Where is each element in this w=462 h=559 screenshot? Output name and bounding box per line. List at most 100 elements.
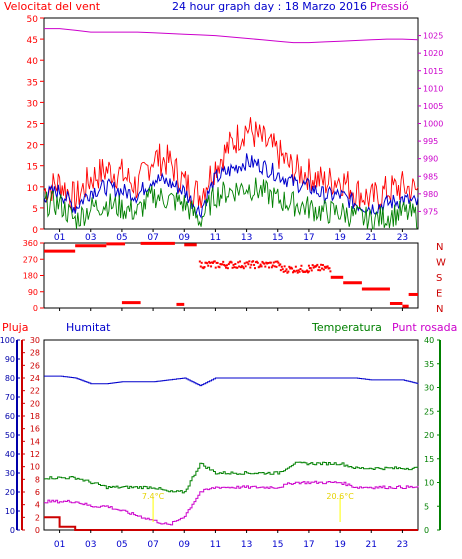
- compass-label-s: S: [436, 273, 442, 284]
- direction-point: [322, 268, 325, 271]
- wind-ytick-label: 45: [27, 36, 38, 46]
- temperature-ytick-label: 30: [424, 384, 434, 393]
- direction-point: [286, 271, 289, 274]
- wind-speed-title: Velocitat del vent: [4, 0, 101, 13]
- direction-point: [307, 270, 310, 273]
- direction-point: [226, 267, 229, 270]
- rain-ytick-label: 26: [30, 361, 40, 370]
- wind-ytick-label: 20: [27, 142, 39, 152]
- compass-label-w: W: [436, 258, 446, 269]
- direction-point: [268, 266, 271, 269]
- rain-ytick-label: 28: [30, 349, 40, 358]
- direction-point: [329, 270, 332, 273]
- direction-point: [301, 269, 304, 272]
- direction-point: [316, 263, 319, 266]
- direction-point: [224, 264, 227, 267]
- direction-point: [272, 261, 275, 264]
- humidity-ytick-label: 80: [5, 374, 15, 383]
- direction-point: [248, 260, 251, 263]
- humidity-ytick-label: 40: [5, 450, 15, 459]
- wind-xtick-label: 21: [366, 233, 377, 243]
- direction-point: [271, 264, 274, 267]
- wind-xtick-label: 09: [179, 233, 191, 243]
- direction-point: [283, 265, 286, 268]
- wind-xtick-label: 07: [147, 233, 158, 243]
- direction-point: [275, 265, 278, 268]
- direction-point: [202, 267, 205, 270]
- direction-point: [230, 261, 233, 264]
- rain-ytick-label: 24: [30, 374, 40, 383]
- wind-xtick-label: 23: [397, 233, 408, 243]
- direction-point: [211, 261, 214, 264]
- wind-xtick-label: 19: [334, 233, 346, 243]
- direction-point: [252, 260, 255, 263]
- direction-point: [259, 263, 262, 266]
- direction-point: [242, 267, 245, 270]
- direction-point: [293, 270, 296, 273]
- rain-ytick-label: 12: [30, 450, 40, 459]
- wind-ytick-label: 35: [27, 78, 38, 88]
- rain-ytick-label: 0: [35, 526, 40, 535]
- temperature-ytick-label: 40: [424, 336, 434, 345]
- direction-point: [225, 266, 228, 269]
- direction-ytick-label: 0: [33, 304, 38, 313]
- direction-point: [320, 263, 323, 266]
- direction-point: [241, 265, 244, 268]
- pressure-ytick-label: 995: [423, 137, 438, 146]
- direction-point: [218, 266, 221, 269]
- direction-point: [200, 261, 203, 264]
- bottom-xtick-label: 11: [210, 540, 221, 550]
- pressure-ytick-label: 1015: [423, 67, 443, 76]
- series-humitat: [44, 375, 419, 387]
- direction-point: [253, 263, 256, 266]
- rain-ytick-label: 6: [35, 488, 40, 497]
- humidity-label: Humitat: [66, 321, 111, 334]
- direction-point: [258, 265, 261, 268]
- direction-point: [227, 263, 230, 266]
- direction-point: [328, 267, 331, 270]
- direction-point: [297, 269, 300, 272]
- direction-point: [231, 266, 234, 269]
- direction-point: [249, 266, 252, 269]
- direction-point: [216, 261, 219, 264]
- dewpoint-label: Punt rosada: [392, 321, 457, 334]
- direction-point: [210, 265, 213, 268]
- direction-ytick-label: 180: [23, 272, 38, 281]
- direction-point: [203, 266, 206, 269]
- direction-point: [274, 260, 277, 263]
- direction-point: [209, 261, 212, 264]
- direction-point: [318, 266, 321, 269]
- direction-point: [323, 265, 326, 268]
- pressure-ytick-label: 1000: [423, 120, 443, 129]
- direction-point: [321, 264, 324, 267]
- direction-point: [267, 262, 270, 265]
- pressure-ytick-label: 980: [423, 190, 438, 199]
- direction-point: [270, 266, 273, 269]
- wind-series-min: [43, 177, 419, 230]
- direction-point: [282, 270, 285, 273]
- temperature-ytick-label: 35: [424, 360, 434, 369]
- bottom-xtick-label: 19: [334, 540, 346, 550]
- humidity-ytick-label: 0: [10, 526, 15, 535]
- direction-point: [236, 266, 239, 269]
- rain-ytick-label: 8: [35, 475, 40, 484]
- direction-point: [298, 270, 301, 273]
- direction-point: [247, 263, 250, 266]
- direction-point: [255, 260, 258, 263]
- direction-point: [263, 262, 266, 265]
- temperature-label: Temperatura: [311, 321, 382, 334]
- direction-point: [244, 265, 247, 268]
- direction-point: [317, 269, 320, 272]
- direction-point: [237, 261, 240, 264]
- bottom-xtick-label: 07: [147, 540, 158, 550]
- series-punt-rosada: [44, 480, 419, 526]
- wind-xtick-label: 11: [210, 233, 221, 243]
- annotation-label: 7.4°C: [142, 492, 165, 501]
- wind-ytick-label: 5: [32, 205, 38, 215]
- pressure-ytick-label: 1010: [423, 84, 443, 93]
- humidity-ytick-label: 60: [5, 412, 15, 421]
- direction-point: [311, 264, 314, 267]
- temperature-ytick-label: 10: [424, 479, 434, 488]
- direction-point: [260, 265, 263, 268]
